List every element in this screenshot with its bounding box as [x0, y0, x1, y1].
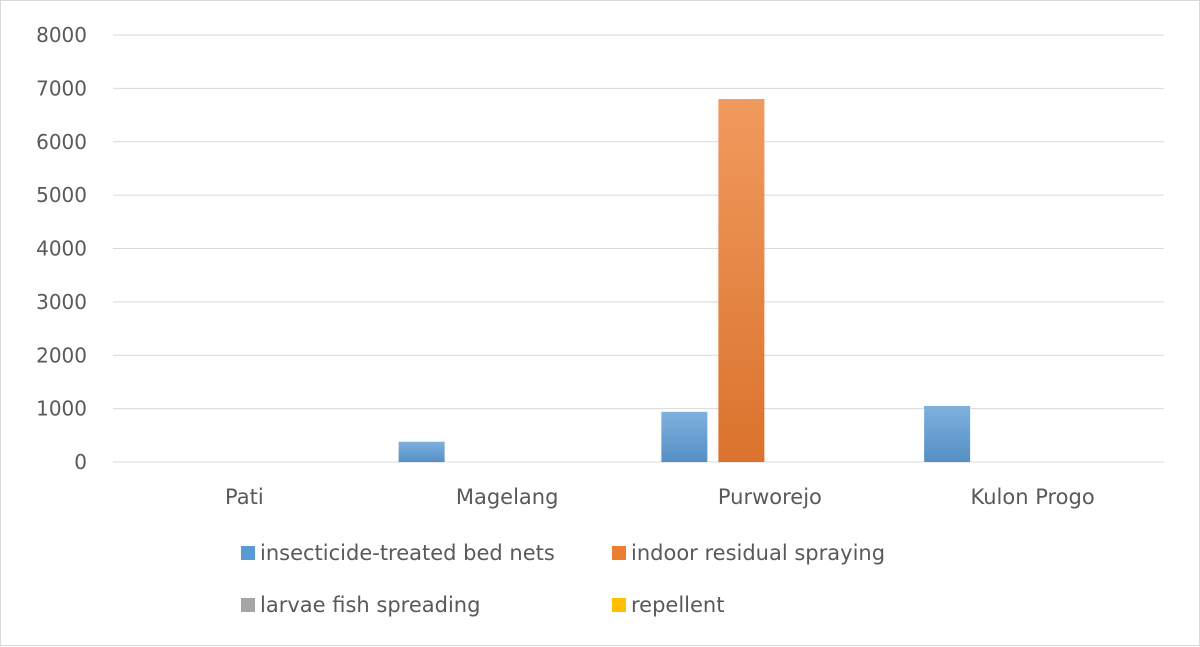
legend-label: indoor residual spraying — [631, 541, 885, 565]
legend-label: insecticide-treated bed nets — [260, 541, 555, 565]
legend: insecticide-treated bed nets indoor resid… — [241, 541, 885, 617]
legend-item: insecticide-treated bed nets — [241, 541, 555, 565]
legend-label: repellent — [631, 593, 724, 617]
bar-insecticide-treated-bed-nets-purworejo — [661, 411, 708, 462]
y-tick-label: 1000 — [36, 397, 87, 421]
x-category-label: Magelang — [456, 485, 559, 509]
y-tick-label: 6000 — [36, 130, 87, 154]
y-tick-label: 2000 — [36, 343, 87, 367]
x-category-label: Kulon Progo — [971, 485, 1095, 509]
legend-item: larvae fish spreading — [241, 593, 480, 617]
legend-swatch — [241, 598, 255, 612]
legend-item: repellent — [612, 593, 724, 617]
bar-indoor-residual-spraying-purworejo — [718, 99, 765, 463]
y-tick-label: 5000 — [36, 183, 87, 207]
legend-label: larvae fish spreading — [260, 593, 480, 617]
gridlines — [113, 34, 1164, 463]
legend-swatch — [241, 546, 255, 560]
bar-insecticide-treated-bed-nets-magelang — [398, 441, 445, 462]
bar-insecticide-treated-bed-nets-kulon-progo — [924, 405, 971, 462]
y-axis-tick-labels: 0 1000 2000 3000 4000 5000 6000 7000 8000 — [36, 23, 87, 474]
bars — [398, 99, 971, 463]
legend-item: indoor residual spraying — [612, 541, 885, 565]
x-category-label: Pati — [225, 485, 264, 509]
y-tick-label: 0 — [74, 450, 87, 474]
y-tick-label: 4000 — [36, 237, 87, 261]
x-category-label: Purworejo — [718, 485, 822, 509]
x-axis-category-labels: Pati Magelang Purworejo Kulon Progo — [225, 485, 1095, 509]
y-tick-label: 7000 — [36, 76, 87, 100]
y-tick-label: 8000 — [36, 23, 87, 47]
y-tick-label: 3000 — [36, 290, 87, 314]
legend-swatch — [612, 546, 626, 560]
legend-swatch — [612, 598, 626, 612]
